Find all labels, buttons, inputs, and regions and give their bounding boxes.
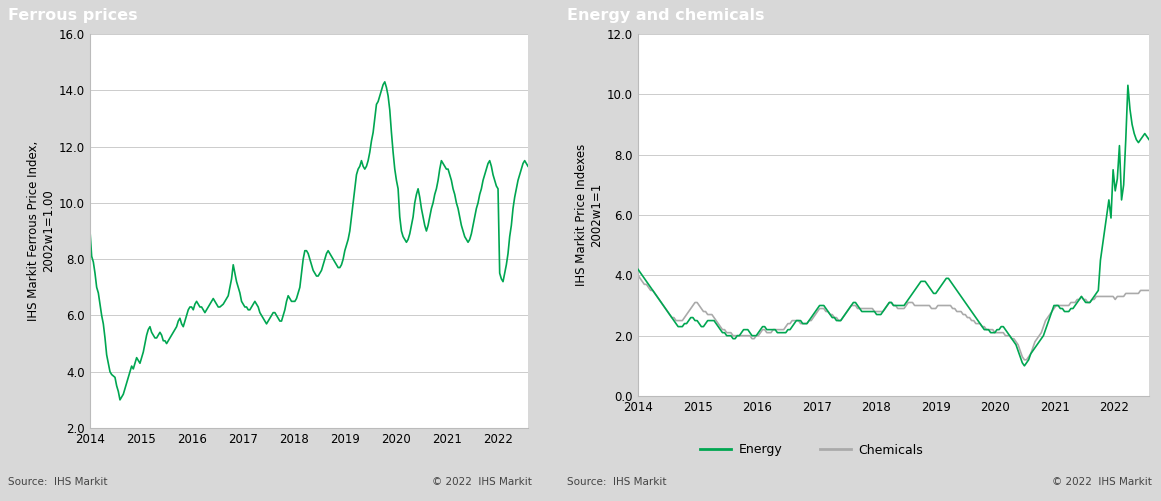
Text: Energy and chemicals: Energy and chemicals [567, 8, 765, 23]
Text: © 2022  IHS Markit: © 2022 IHS Markit [1052, 477, 1152, 487]
Text: Ferrous prices: Ferrous prices [8, 8, 138, 23]
Text: Source:  IHS Markit: Source: IHS Markit [567, 477, 666, 487]
Legend: Energy, Chemicals: Energy, Chemicals [694, 438, 928, 461]
Text: Source:  IHS Markit: Source: IHS Markit [8, 477, 108, 487]
Y-axis label: IHS Markit Ferrous Price Index,
2002w1=1.00: IHS Markit Ferrous Price Index, 2002w1=1… [27, 141, 55, 321]
Text: © 2022  IHS Markit: © 2022 IHS Markit [432, 477, 532, 487]
Y-axis label: IHS Markit Price Indexes
2002w1=1: IHS Markit Price Indexes 2002w1=1 [575, 144, 603, 286]
